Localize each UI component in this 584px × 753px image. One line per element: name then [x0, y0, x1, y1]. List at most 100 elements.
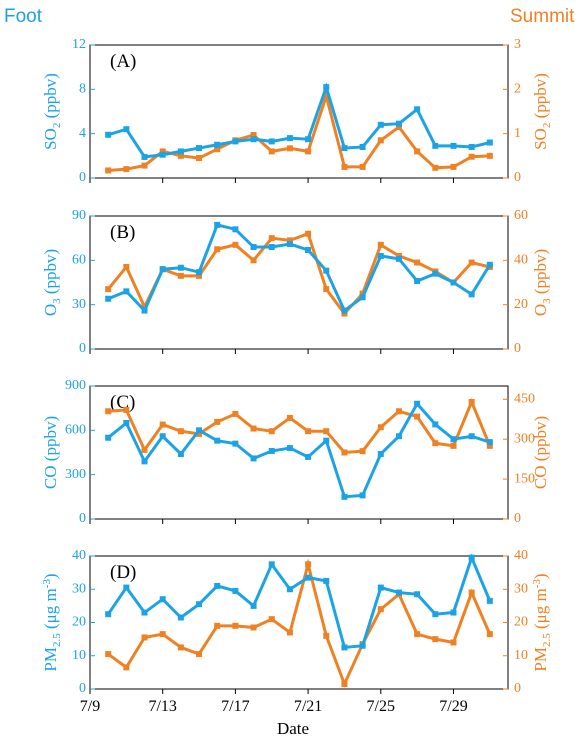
foot-data-point: [123, 419, 130, 426]
foot-data-point: [414, 400, 421, 407]
y-right-tick-label: 40: [514, 548, 528, 563]
foot-data-point: [268, 244, 275, 251]
summit-data-point: [468, 398, 475, 405]
summit-data-point: [305, 561, 312, 568]
y-left-tick-label: 20: [72, 615, 86, 630]
foot-data-point: [468, 291, 475, 298]
summit-data-point: [341, 449, 348, 456]
foot-data-point: [232, 440, 239, 447]
foot-data-point: [468, 143, 475, 150]
summit-data-point: [123, 166, 130, 173]
foot-data-point: [468, 554, 475, 561]
y-right-tick-label: 150: [514, 471, 535, 486]
foot-data-point: [268, 561, 275, 568]
y-right-tick-label: 40: [514, 253, 528, 268]
y-right-axis-label: PM2.5 (μg m-3): [531, 573, 553, 671]
foot-data-point: [286, 135, 293, 142]
y-left-tick-label: 300: [65, 467, 86, 482]
summit-data-point: [486, 152, 493, 159]
summit-data-point: [159, 421, 166, 428]
foot-data-point: [432, 270, 439, 277]
summit-data-point: [123, 263, 130, 270]
foot-data-point: [141, 609, 148, 616]
foot-data-point: [214, 221, 221, 228]
y-right-axis-label: O3 (ppbv): [531, 249, 553, 316]
summit-data-point: [105, 651, 112, 658]
summit-data-point: [159, 631, 166, 638]
summit-data-point: [286, 414, 293, 421]
x-tick-label: 7/13: [148, 698, 176, 715]
foot-data-point: [450, 279, 457, 286]
summit-data-point: [359, 448, 366, 455]
y-right-tick-label: 0: [514, 341, 521, 356]
summit-data-point: [214, 146, 221, 153]
foot-data-point: [159, 596, 166, 603]
summit-data-point: [377, 606, 384, 613]
summit-data-point: [141, 446, 148, 453]
summit-data-point: [305, 148, 312, 155]
summit-data-point: [486, 631, 493, 638]
y-right-tick-label: 1: [514, 126, 521, 141]
foot-data-point: [323, 267, 330, 274]
summit-data-point: [432, 440, 439, 447]
panel-frame: [89, 555, 509, 690]
foot-data-point: [177, 148, 184, 155]
summit-data-point: [123, 406, 130, 413]
panel-label: (D): [110, 562, 136, 583]
summit-data-point: [268, 428, 275, 435]
summit-data-point: [450, 639, 457, 646]
summit-data-point: [305, 428, 312, 435]
summit-data-point: [141, 162, 148, 169]
summit-data-point: [414, 148, 421, 155]
summit-data-point: [395, 408, 402, 415]
foot-data-point: [450, 436, 457, 443]
y-left-tick-label: 8: [79, 82, 86, 97]
summit-data-point: [196, 430, 203, 437]
y-left-tick-label: 30: [72, 581, 86, 596]
summit-series-line: [107, 231, 491, 316]
x-tick-label: 7/29: [439, 698, 467, 715]
summit-data-point: [414, 631, 421, 638]
foot-data-point: [232, 587, 239, 594]
foot-data-point: [214, 437, 221, 444]
y-right-tick-label: 10: [514, 648, 528, 663]
x-axis-label: Date: [277, 719, 309, 738]
y-left-tick-label: 900: [65, 378, 86, 393]
foot-data-point: [196, 601, 203, 608]
summit-data-point: [468, 589, 475, 596]
y-right-tick-label: 20: [514, 615, 528, 630]
panel-label: (A): [110, 51, 136, 72]
foot-series-line: [107, 82, 491, 159]
foot-series-line: [106, 553, 492, 650]
foot-data-point: [395, 120, 402, 127]
y-left-axis-label: SO2 (ppbv): [41, 73, 63, 150]
foot-data-point: [414, 591, 421, 598]
foot-data-point: [486, 261, 493, 268]
foot-data-point: [250, 455, 257, 462]
summit-data-point: [268, 148, 275, 155]
foot-series-line: [107, 401, 491, 499]
summit-data-point: [414, 413, 421, 420]
foot-data-point: [123, 584, 130, 591]
summit-data-point: [250, 131, 257, 138]
summit-data-point: [323, 428, 330, 435]
y-right-tick-label: 2: [514, 82, 521, 97]
foot-data-point: [432, 421, 439, 428]
foot-data-point: [286, 586, 293, 593]
summit-data-point: [323, 632, 330, 639]
foot-data-point: [377, 252, 384, 259]
foot-data-point: [286, 241, 293, 248]
y-right-tick-label: 3: [514, 37, 521, 52]
y-right-tick-label: 450: [514, 392, 535, 407]
foot-data-point: [432, 142, 439, 149]
summit-data-point: [468, 153, 475, 160]
foot-data-point: [196, 427, 203, 434]
y-right-tick-label: 60: [514, 208, 528, 223]
summit-data-point: [232, 410, 239, 417]
foot-data-point: [468, 433, 475, 440]
foot-data-point: [159, 266, 166, 273]
foot-data-point: [305, 136, 312, 143]
foot-data-point: [414, 278, 421, 285]
